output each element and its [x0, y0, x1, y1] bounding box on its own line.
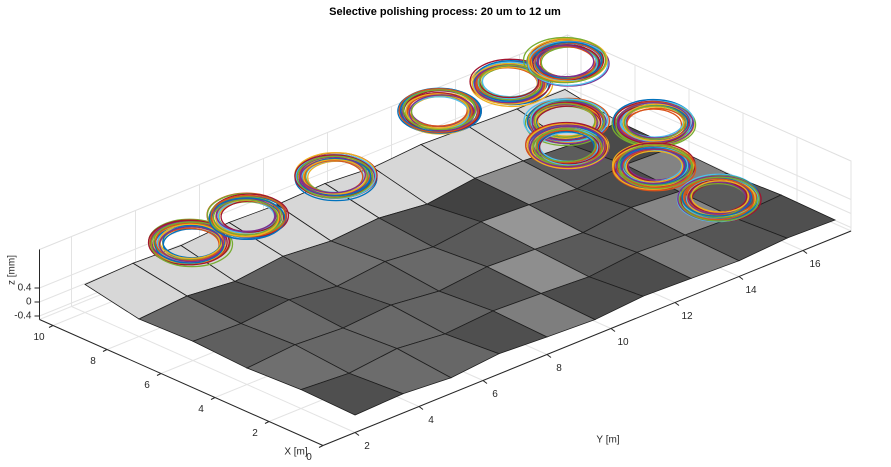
- trajectory: [296, 155, 374, 199]
- x-tick-label: 10: [33, 332, 45, 343]
- x-tick: [264, 421, 270, 424]
- x-tick-label: 0: [306, 452, 312, 463]
- z-tick-label: -0.4: [14, 311, 32, 322]
- trajectory: [150, 221, 234, 268]
- trajectory: [212, 199, 279, 236]
- z-axis-label: z [mm]: [7, 255, 18, 285]
- y-tick-label: 14: [745, 285, 757, 296]
- y-tick: [546, 354, 552, 358]
- x-axis: [39, 319, 324, 446]
- trajectory: [530, 98, 609, 142]
- trajectory: [398, 88, 479, 133]
- chart-title: Selective polishing process: 20 um to 12…: [329, 6, 561, 18]
- trajectory: [535, 128, 597, 163]
- trajectory: [621, 148, 686, 185]
- z-tick-label: 0: [26, 297, 32, 308]
- trajectory: [536, 129, 597, 164]
- polishing-ring: [522, 36, 610, 87]
- y-tick-label: 8: [556, 363, 562, 374]
- x-axis-label: X [m]: [284, 447, 308, 458]
- y-tick-label: 6: [492, 389, 498, 400]
- x-tick: [48, 325, 54, 328]
- polishing-ring: [397, 87, 482, 135]
- trajectory: [533, 103, 596, 138]
- trajectory: [471, 63, 547, 105]
- trajectory: [302, 158, 367, 195]
- trajectory: [531, 104, 598, 142]
- x-tick: [210, 397, 216, 400]
- y-tick-label: 16: [809, 259, 821, 270]
- y-tick: [802, 250, 808, 254]
- y-tick: [354, 432, 360, 436]
- polishing-ring: [469, 58, 554, 108]
- grid-line: [71, 236, 356, 433]
- trajectory: [147, 219, 230, 266]
- y-tick: [738, 276, 744, 280]
- trajectory: [208, 197, 286, 240]
- y-tick-label: 12: [681, 311, 693, 322]
- y-axis: [322, 230, 852, 446]
- y-tick: [418, 406, 424, 410]
- trajectory: [687, 181, 747, 215]
- x-tick-label: 2: [252, 428, 258, 439]
- surface-face: [299, 372, 405, 416]
- y-tick-label: 4: [428, 415, 434, 426]
- x-tick: [318, 445, 324, 448]
- x-tick-label: 6: [144, 380, 150, 391]
- trajectory: [408, 94, 476, 132]
- trajectory: [403, 89, 477, 131]
- trajectory: [154, 222, 225, 262]
- polishing-ring: [676, 173, 762, 223]
- y-tick: [482, 380, 488, 384]
- z-tick-label: 0.4: [18, 283, 32, 294]
- polishing-ring: [206, 192, 290, 241]
- polishing-ring: [611, 141, 697, 192]
- x-tick: [102, 349, 108, 352]
- trajectory: [681, 177, 753, 217]
- y-tick-label: 2: [364, 441, 370, 452]
- trajectory: [536, 44, 595, 78]
- trajectory: [478, 64, 543, 101]
- trajectory: [299, 156, 366, 194]
- trajectory: [690, 180, 750, 213]
- y-tick-label: 10: [617, 337, 629, 348]
- polishing-ring: [294, 152, 378, 202]
- polishing-ring: [147, 218, 234, 268]
- x-tick-label: 8: [90, 356, 96, 367]
- polishing-ring: [523, 97, 611, 147]
- y-tick: [610, 328, 616, 332]
- trajectory: [528, 124, 606, 168]
- trajectory: [617, 144, 693, 186]
- trajectory: [623, 105, 686, 140]
- trajectory: [625, 150, 684, 183]
- trajectory: [405, 93, 470, 129]
- trajectory: [154, 224, 225, 264]
- y-axis-label: Y [m]: [596, 435, 619, 446]
- x-tick-label: 4: [198, 404, 204, 415]
- polishing-ring: [525, 121, 610, 171]
- trajectory: [678, 176, 760, 222]
- trajectory: [522, 36, 607, 84]
- trajectory: [621, 102, 692, 143]
- trajectory: [538, 130, 600, 165]
- x-tick: [156, 373, 162, 376]
- trajectory: [158, 226, 224, 263]
- trajectory: [527, 37, 608, 83]
- trajectory: [534, 45, 595, 80]
- y-tick: [674, 302, 680, 306]
